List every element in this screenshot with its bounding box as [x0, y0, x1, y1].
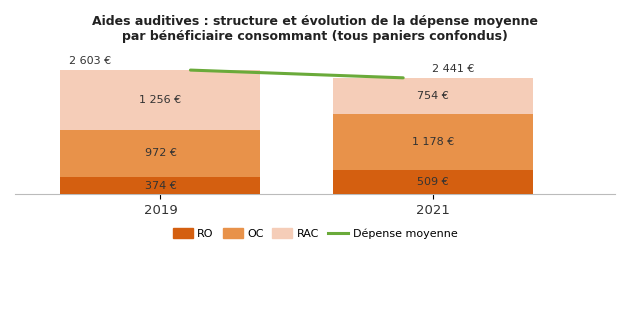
Legend: RO, OC, RAC, Dépense moyenne: RO, OC, RAC, Dépense moyenne [168, 224, 462, 243]
Bar [333, 78, 533, 114]
Bar [333, 170, 533, 194]
Text: 754 €: 754 € [417, 91, 449, 101]
Bar [60, 177, 260, 194]
Bar [60, 130, 260, 177]
Bar [333, 114, 533, 170]
Text: 2 603 €: 2 603 € [69, 56, 112, 66]
Title: Aides auditives : structure et évolution de la dépense moyenne
par bénéficiaire : Aides auditives : structure et évolution… [92, 15, 538, 43]
Text: 1 256 €: 1 256 € [139, 95, 181, 105]
Text: 1 178 €: 1 178 € [412, 137, 454, 147]
Bar [60, 70, 260, 130]
Text: 509 €: 509 € [417, 177, 449, 187]
Text: 972 €: 972 € [144, 148, 176, 158]
Text: 2 441 €: 2 441 € [432, 64, 474, 74]
Text: 374 €: 374 € [144, 180, 176, 191]
